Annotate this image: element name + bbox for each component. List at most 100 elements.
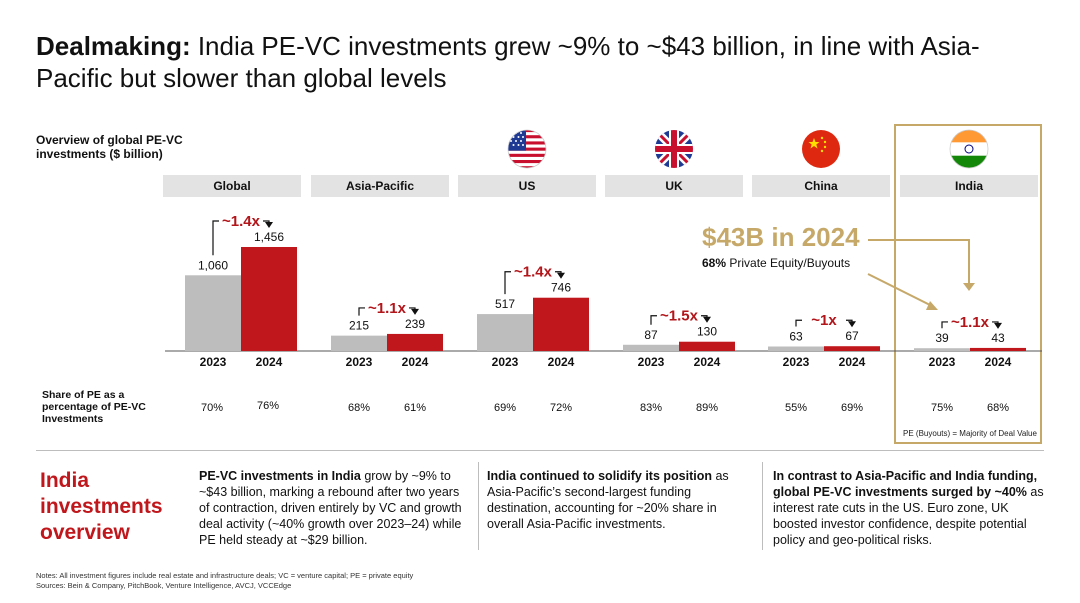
page-title: Dealmaking: India PE-VC investments grew… [36, 30, 1046, 94]
region-header-global: Global [163, 175, 301, 197]
value-label-global-2023: 1,060 [198, 258, 228, 272]
bar-uk-2023 [623, 344, 679, 351]
growth-arrow-apac [411, 308, 419, 315]
pe-share-uk-2023: 83% [639, 402, 663, 414]
india-callout-sub: 68% Private Equity/Buyouts [702, 256, 882, 270]
pe-share-india-2024: 68% [986, 402, 1010, 414]
growth-label-bg-us [511, 262, 555, 279]
callout-connector-arrow [963, 283, 975, 291]
callout-diagonal-line [867, 273, 935, 308]
sources-line: Sources: Bein & Company, PitchBook, Vent… [36, 581, 292, 590]
year-label-india-2024: 2024 [985, 355, 1012, 369]
bar-china-2023 [768, 346, 824, 351]
growth-arrow-global [265, 222, 273, 228]
bar-india-2024 [970, 347, 1026, 351]
year-label-china-2023: 2023 [783, 355, 810, 369]
col2-bold: India continued to solidify its position [487, 469, 712, 483]
india-flag-icon [949, 129, 989, 169]
title-rest: India PE-VC investments grew ~9% to ~$43… [36, 31, 980, 93]
region-header-uk: UK [605, 175, 743, 197]
col1-bold: PE-VC investments in India [199, 469, 361, 483]
year-label-global-2024: 2024 [256, 355, 283, 369]
value-label-uk-2023: 87 [644, 328, 658, 342]
year-label-uk-2023: 2023 [638, 355, 665, 369]
pe-share-apac-2023: 68% [347, 402, 371, 414]
growth-label-bg-global [219, 212, 263, 228]
growth-label-us: ~1.4x [514, 264, 553, 281]
value-label-china-2023: 63 [789, 330, 803, 344]
year-label-us-2023: 2023 [492, 355, 519, 369]
value-label-us-2023: 517 [495, 297, 515, 311]
growth-label-bg-uk [657, 306, 701, 323]
col3-bold: In contrast to Asia-Pacific and India fu… [773, 469, 1038, 499]
year-label-china-2024: 2024 [839, 355, 866, 369]
notes-line: Notes: All investment figures include re… [36, 571, 414, 580]
col2-rest: as Asia-Pacific’s second-largest funding… [487, 469, 729, 531]
pe-share-india-2023: 75% [930, 402, 954, 414]
value-label-us-2024: 746 [551, 281, 571, 295]
pe-share-global-2024: 76% [256, 400, 280, 412]
value-label-india-2023: 39 [935, 331, 949, 345]
year-label-us-2024: 2024 [548, 355, 575, 369]
value-label-apac-2023: 215 [349, 319, 369, 333]
growth-label-bg-apac [365, 298, 409, 315]
pe-share-china-2023: 55% [784, 402, 808, 414]
growth-label-apac: ~1.1x [368, 300, 407, 317]
column-separator [478, 462, 479, 550]
title-bold: Dealmaking: [36, 31, 191, 61]
callout-sub-rest: Private Equity/Buyouts [726, 256, 851, 270]
callout-sub-bold: 68% [702, 256, 727, 270]
region-header-asia-pacific: Asia-Pacific [311, 175, 449, 197]
chart-overview-label: Overview of global PE-VC investments ($ … [36, 133, 183, 161]
bar-us-2023 [477, 314, 533, 351]
us-flag-icon [507, 129, 547, 169]
pe-share-apac-2024: 61% [403, 402, 427, 414]
growth-label-india: ~1.1x [951, 314, 990, 331]
bar-uk-2024 [679, 341, 735, 351]
region-header-us: US [458, 175, 596, 197]
region-header-india: India [900, 175, 1038, 197]
callout-connector [868, 239, 970, 286]
pe-share-row-label: Share of PE as a percentage of PE-VC Inv… [42, 389, 146, 425]
year-label-uk-2024: 2024 [694, 355, 721, 369]
value-label-china-2024: 67 [845, 329, 859, 343]
bar-apac-2024 [387, 333, 443, 351]
bar-us-2024 [533, 297, 589, 351]
year-label-global-2023: 2023 [200, 355, 227, 369]
growth-arrow-us [557, 272, 565, 279]
growth-arrow-india [994, 322, 1002, 329]
pe-share-china-2024: 69% [840, 402, 864, 414]
section-divider [36, 450, 1044, 451]
year-label-apac-2024: 2024 [402, 355, 429, 369]
bar-apac-2023 [331, 335, 387, 351]
growth-label-bg-india [948, 312, 992, 329]
notes-sources: Notes: All investment figures include re… [36, 571, 736, 591]
value-label-apac-2024: 239 [405, 317, 425, 331]
bar-india-2023 [914, 348, 970, 351]
overview-column-1: PE-VC investments in India grow by ~9% t… [199, 468, 469, 548]
china-flag-icon [802, 130, 840, 168]
uk-flag-icon [655, 130, 693, 168]
year-label-india-2023: 2023 [929, 355, 956, 369]
bar-china-2024 [824, 346, 880, 351]
growth-arrow-uk [703, 316, 711, 323]
col3-rest: as interest rate cuts in the US. Euro zo… [773, 485, 1044, 547]
india-callout-value: $43B in 2024 [702, 222, 860, 252]
year-label-apac-2023: 2023 [346, 355, 373, 369]
overview-column-3: In contrast to Asia-Pacific and India fu… [773, 468, 1045, 548]
value-label-uk-2024: 130 [697, 325, 717, 339]
growth-label-bg-china [802, 311, 846, 328]
region-header-china: China [752, 175, 890, 197]
growth-label-global: ~1.4x [222, 213, 261, 230]
india-highlight-box [894, 124, 1042, 444]
pe-share-us-2024: 72% [549, 402, 573, 414]
pe-share-us-2023: 69% [493, 402, 517, 414]
column-separator [762, 462, 763, 550]
growth-arrow-china [848, 321, 856, 328]
bar-global-2023 [185, 275, 241, 351]
pe-share-uk-2024: 89% [695, 402, 719, 414]
overview-column-2: India continued to solidify its position… [487, 468, 749, 532]
value-label-india-2024: 43 [991, 331, 1005, 345]
india-overview-title: India investments overview [40, 469, 163, 544]
